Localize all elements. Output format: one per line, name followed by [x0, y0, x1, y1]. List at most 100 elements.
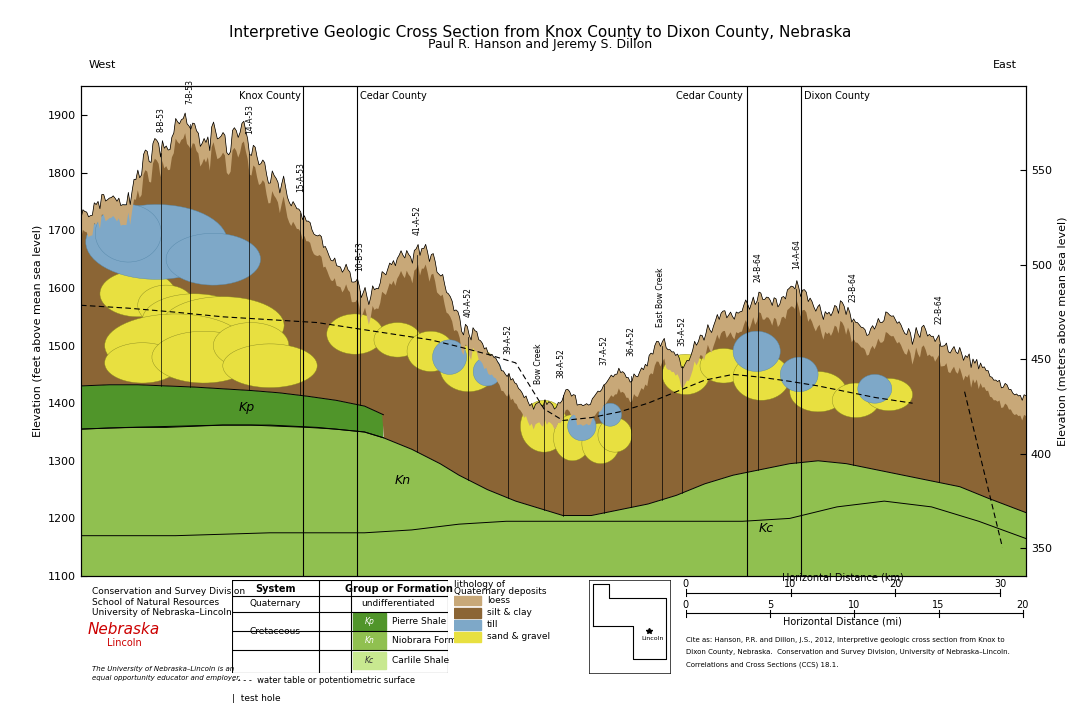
Text: undifferentiated: undifferentiated [362, 600, 435, 608]
Text: 10-B-53: 10-B-53 [355, 241, 364, 271]
Polygon shape [473, 357, 501, 386]
Bar [454, 608, 481, 618]
Text: Lincoln: Lincoln [107, 638, 141, 648]
Text: School of Natural Resources: School of Natural Resources [92, 598, 219, 606]
Text: till: till [487, 620, 498, 629]
Text: Cite as: Hanson, P.R. and Dillon, J.S., 2012, Interpretive geologic cross sectio: Cite as: Hanson, P.R. and Dillon, J.S., … [686, 637, 1004, 643]
Bar [454, 620, 481, 630]
Polygon shape [858, 374, 892, 403]
Polygon shape [327, 314, 383, 354]
Bar [353, 652, 386, 668]
Polygon shape [374, 323, 421, 357]
Text: Interpretive Geologic Cross Section from Knox County to Dixon County, Nebraska: Interpretive Geologic Cross Section from… [229, 25, 851, 40]
Text: |  test hole: | test hole [232, 694, 281, 703]
Text: 22-B-64: 22-B-64 [934, 294, 944, 324]
Polygon shape [598, 418, 632, 452]
Polygon shape [81, 425, 1026, 576]
Bar [454, 632, 481, 642]
Text: East: East [994, 60, 1017, 71]
Bar [353, 632, 386, 649]
Polygon shape [407, 331, 455, 372]
Polygon shape [85, 204, 228, 279]
Text: Carlile Shale: Carlile Shale [392, 656, 449, 665]
Y-axis label: Elevation (feet above mean sea level): Elevation (feet above mean sea level) [32, 225, 42, 437]
Text: Lincoln: Lincoln [642, 636, 663, 642]
Polygon shape [568, 412, 596, 441]
Text: Kp: Kp [364, 617, 375, 626]
Bar [353, 613, 386, 630]
Polygon shape [441, 346, 497, 392]
Polygon shape [81, 501, 1026, 576]
Text: Cedar County: Cedar County [676, 91, 743, 101]
Text: 14-A-64: 14-A-64 [792, 239, 801, 269]
Text: 14-A-53: 14-A-53 [245, 104, 254, 134]
Bar [454, 595, 481, 606]
Polygon shape [733, 354, 789, 400]
Polygon shape [433, 340, 467, 374]
Polygon shape [166, 233, 260, 285]
Text: West: West [89, 60, 116, 71]
Text: The University of Nebraska–Lincoln is an: The University of Nebraska–Lincoln is an [92, 666, 234, 672]
Text: Quaternary deposits: Quaternary deposits [454, 587, 546, 596]
Text: sand & gravel: sand & gravel [487, 632, 550, 642]
Polygon shape [781, 357, 819, 392]
Text: Knox County: Knox County [240, 91, 301, 101]
Text: 23-B-64: 23-B-64 [849, 272, 858, 302]
Text: 30: 30 [994, 579, 1007, 589]
Text: Horizontal Distance (km): Horizontal Distance (km) [782, 572, 904, 582]
Polygon shape [138, 285, 194, 325]
Text: Dixon County, Nebraska.  Conservation and Survey Division, University of Nebrask: Dixon County, Nebraska. Conservation and… [686, 649, 1010, 655]
Text: 39-A-52: 39-A-52 [503, 324, 513, 354]
Polygon shape [733, 331, 780, 372]
Text: Kn: Kn [394, 474, 410, 487]
Text: Conservation and Survey Division: Conservation and Survey Division [92, 587, 245, 596]
Text: 8-B-53: 8-B-53 [157, 107, 166, 132]
Text: 7-B-53: 7-B-53 [185, 78, 194, 104]
Text: 37-A-52: 37-A-52 [599, 336, 608, 365]
Text: silt & clay: silt & clay [487, 608, 531, 617]
Polygon shape [554, 415, 592, 461]
Polygon shape [214, 323, 289, 369]
Text: University of Nebraska–Lincoln: University of Nebraska–Lincoln [92, 608, 231, 618]
Polygon shape [161, 297, 284, 354]
Text: Quaternary: Quaternary [249, 600, 301, 608]
Text: 20: 20 [889, 579, 902, 589]
Text: 10: 10 [848, 600, 861, 610]
Text: Pierre Shale: Pierre Shale [392, 617, 446, 626]
Text: Nebraska: Nebraska [89, 623, 160, 637]
Text: lithology of: lithology of [454, 580, 504, 589]
Text: 15: 15 [932, 600, 945, 610]
Text: 0: 0 [683, 600, 689, 610]
Polygon shape [100, 271, 175, 317]
Polygon shape [521, 400, 568, 452]
Y-axis label: Elevation (meters above mean sea level): Elevation (meters above mean sea level) [1057, 217, 1067, 446]
Polygon shape [143, 294, 246, 346]
Polygon shape [81, 113, 1026, 429]
Polygon shape [105, 314, 246, 377]
Polygon shape [865, 379, 913, 410]
Polygon shape [833, 383, 879, 418]
Text: 36-A-52: 36-A-52 [626, 326, 635, 356]
Text: Dixon County: Dixon County [804, 91, 869, 101]
Text: Correlations and Cross Sections (CCS) 18.1.: Correlations and Cross Sections (CCS) 18… [686, 662, 838, 668]
Text: Group or Formation: Group or Formation [345, 584, 453, 594]
Text: Cedar County: Cedar County [360, 91, 427, 101]
Text: Kp: Kp [239, 401, 255, 414]
Polygon shape [222, 344, 318, 387]
Polygon shape [95, 204, 161, 262]
Polygon shape [582, 423, 620, 464]
Polygon shape [662, 354, 710, 395]
Text: 20: 20 [1016, 600, 1029, 610]
Text: 15-A-53: 15-A-53 [296, 163, 305, 192]
Polygon shape [152, 331, 256, 383]
Text: Kc: Kc [365, 656, 374, 665]
Text: Bow Creek: Bow Creek [534, 343, 543, 384]
Text: 0: 0 [683, 579, 689, 589]
Text: Niobrara Formation: Niobrara Formation [392, 636, 480, 645]
Text: 5: 5 [767, 600, 773, 610]
Text: loess: loess [487, 596, 510, 605]
Polygon shape [599, 403, 622, 426]
Polygon shape [81, 384, 383, 438]
Text: East Bow Creek: East Bow Creek [656, 267, 665, 327]
Text: 41-A-52: 41-A-52 [413, 205, 422, 235]
